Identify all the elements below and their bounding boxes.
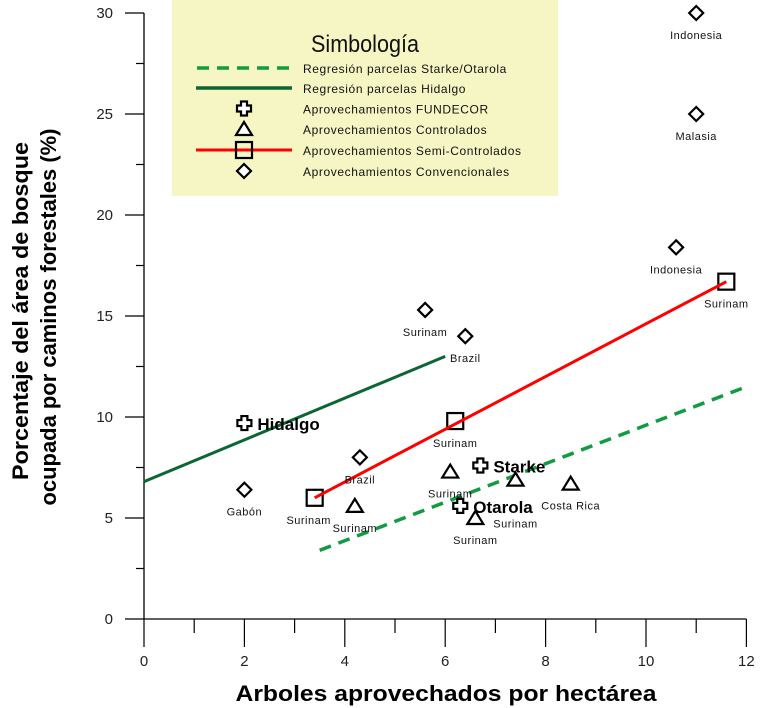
point-label: Brazil: [450, 353, 481, 365]
regression-line: [143, 355, 446, 484]
point-label: Indonesia: [670, 30, 723, 42]
y-tick-label: 10: [96, 409, 113, 426]
legend-square-icon: [234, 140, 254, 160]
point-label: Gabón: [227, 507, 263, 519]
legend: Simbología Regresión parcelas Starke/Ota…: [172, 0, 558, 196]
square-marker: [717, 272, 736, 291]
legend-label: Regresión parcelas Starke/Otarola: [303, 62, 507, 76]
legend-entry: Aprovechamientos Controlados: [234, 119, 487, 137]
x-tick-label: 10: [638, 653, 655, 670]
cross-marker: [236, 414, 253, 432]
point-label: Surinam: [493, 519, 537, 531]
x-tick-label: 0: [140, 653, 148, 670]
legend-title: Simbología: [311, 31, 420, 58]
point-label: Indonesia: [650, 264, 703, 276]
point-label: Otarola: [473, 498, 533, 517]
triangle-marker: [560, 474, 581, 491]
legend-entry: Regresión parcelas Starke/Otarola: [197, 62, 507, 76]
diamond-marker: [687, 4, 705, 22]
triangle-marker: [465, 508, 486, 526]
point-label: Costa Rica: [541, 501, 600, 513]
y-tick-label: 30: [96, 5, 113, 22]
diamond-marker: [687, 105, 705, 123]
y-tick-label: 5: [105, 510, 113, 527]
legend-box: [172, 0, 558, 196]
legend-entry: Regresión parcelas Hidalgo: [196, 82, 466, 96]
y-tick-label: 0: [105, 611, 113, 628]
legend-entry: Aprovechamientos FUNDECOR: [235, 100, 489, 117]
diamond-marker: [351, 448, 369, 466]
regression-lines: [143, 355, 748, 552]
legend-label: Aprovechamientos FUNDECOR: [303, 103, 489, 117]
point-label: Starke: [493, 457, 545, 476]
legend-label: Aprovechamientos Semi-Controlados: [303, 144, 522, 158]
x-axis-title: Arboles aprovechados por hectárea: [236, 681, 658, 706]
y-tick-label: 15: [96, 308, 113, 325]
diamond-marker: [456, 327, 474, 345]
point-label: Surinam: [428, 489, 472, 501]
regression-line: [319, 385, 748, 552]
point-label: Surinam: [333, 523, 377, 535]
y-tick-label: 25: [96, 106, 113, 123]
point-labels: HidalgoStarkeOtarolaSurinamSurinamSurina…: [227, 30, 748, 547]
legend-label: Regresión parcelas Hidalgo: [303, 82, 466, 96]
legend-cross-icon: [235, 100, 253, 117]
x-tick-label: 2: [240, 653, 248, 670]
point-label: Surinam: [286, 515, 330, 527]
point-label: Brazil: [345, 474, 376, 486]
diamond-marker: [235, 481, 253, 499]
point-label: Surinam: [433, 438, 477, 450]
point-label: Hidalgo: [257, 415, 319, 434]
y-axis-title-line-2: ocupada por caminos forestales (%): [36, 129, 61, 506]
x-tick-label: 4: [341, 653, 349, 670]
legend-entry: Aprovechamientos Semi-Controlados: [196, 140, 522, 160]
x-tick-label: 6: [441, 653, 449, 670]
point-label: Surinam: [704, 299, 748, 311]
triangle-marker: [505, 470, 526, 487]
point-label: Malasia: [675, 131, 717, 143]
x-tick-label: 8: [541, 653, 549, 670]
cross-marker: [452, 497, 469, 514]
legend-diamond-icon: [235, 162, 253, 180]
point-label: Surinam: [403, 327, 447, 339]
axes: 0 5 10 15 20 25 30 0 2 4 6 8 10 12: [96, 5, 754, 670]
y-tick-label: 20: [96, 207, 113, 224]
point-label: Surinam: [453, 535, 497, 547]
diamond-marker: [416, 301, 434, 319]
legend-triangle-icon: [234, 119, 254, 137]
triangle-marker: [344, 496, 365, 513]
regression-line: [313, 280, 728, 500]
legend-label: Aprovechamientos Controlados: [303, 123, 487, 137]
legend-label: Aprovechamientos Convencionales: [303, 165, 510, 179]
x-tick-label: 12: [738, 653, 755, 670]
markers: [235, 4, 736, 526]
diamond-marker: [667, 238, 685, 256]
y-axis-title-line-1: Porcentaje del área de bosque: [8, 142, 33, 480]
cross-marker: [472, 457, 489, 474]
legend-entries: Regresión parcelas Starke/Otarola Regresi…: [196, 62, 522, 180]
legend-entry: Aprovechamientos Convencionales: [235, 162, 510, 180]
triangle-marker: [440, 462, 461, 479]
square-marker: [305, 488, 324, 507]
